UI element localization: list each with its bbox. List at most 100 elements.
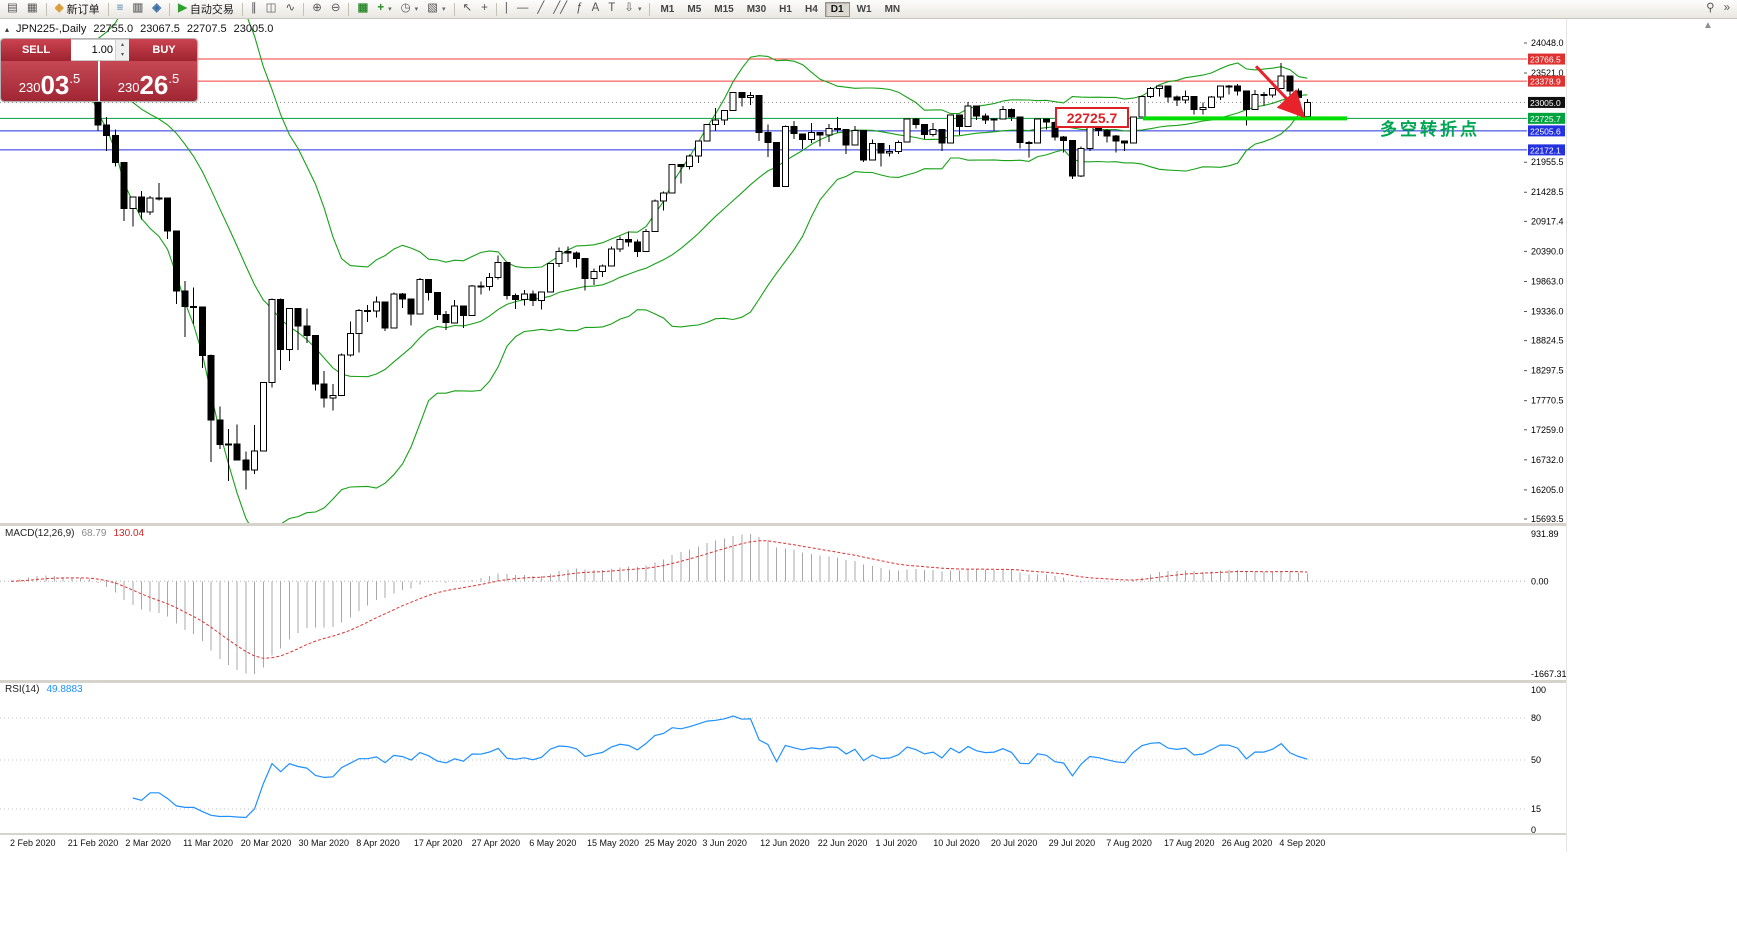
timeframe-d1[interactable]: D1 — [824, 1, 850, 17]
date-label: 2 Mar 2020 — [125, 838, 171, 848]
data-window-button[interactable]: ▥ — [128, 1, 147, 18]
text-button[interactable]: A — [588, 1, 604, 18]
zoom-out-button[interactable]: ⊖ — [327, 1, 345, 18]
timeframe-h1[interactable]: H1 — [773, 2, 798, 17]
zoom-in-button[interactable]: ⊕ — [308, 1, 326, 18]
bear-candle — [120, 162, 128, 210]
bear-candle — [764, 132, 772, 143]
volume-input[interactable] — [71, 40, 115, 60]
trend-arrow — [1254, 65, 1306, 118]
bear-candle — [477, 285, 485, 288]
macd-name: MACD(12,26,9) — [5, 528, 75, 539]
grid-button[interactable]: ▦ — [353, 1, 372, 18]
line-chart-button[interactable]: ∿ — [282, 1, 300, 18]
timeframe-w1[interactable]: W1 — [851, 2, 878, 17]
profiles-button[interactable]: ▦ — [23, 1, 42, 18]
candlestick-button[interactable]: ◫ — [262, 1, 281, 18]
bear-candle — [755, 95, 763, 134]
bear-candle — [407, 298, 415, 315]
periods-button[interactable]: ◷ ▾ — [397, 1, 423, 18]
price-chart-canvas[interactable]: 24048.0 23521.0 21955.5 21428.5 20917.4 20390… — [0, 18, 1566, 852]
vertical-line-button[interactable]: | — [501, 1, 512, 18]
timeframe-m5[interactable]: M5 — [681, 2, 707, 17]
price-tick-label: 16205.0 — [1531, 485, 1564, 495]
timeframe-h4[interactable]: H4 — [799, 2, 824, 17]
sell-price-display[interactable]: 230 03.5 — [1, 61, 98, 101]
bear-candle — [773, 141, 781, 187]
navigator-button[interactable]: ◈ — [148, 1, 165, 18]
crosshair-icon: + — [481, 2, 488, 15]
scroll-up-icon[interactable]: ▲ — [1703, 20, 1713, 31]
price-badge-label: 23005.0 — [1530, 98, 1561, 108]
bull-candle — [642, 230, 650, 252]
bull-candle — [355, 310, 363, 335]
bull-candle — [1086, 126, 1094, 149]
date-label: 6 May 2020 — [529, 838, 576, 848]
bear-candle — [1103, 129, 1111, 137]
crosshair-button[interactable]: + — [477, 1, 492, 18]
channel-button[interactable]: ╱╱ — [549, 1, 571, 18]
bear-candle — [790, 126, 798, 135]
price-tick-label: 20917.4 — [1531, 216, 1564, 226]
timeframe-m1[interactable]: M1 — [654, 2, 680, 17]
bull-candle — [372, 301, 380, 312]
bull-candle — [1129, 116, 1137, 144]
price-tick-label: 24048.0 — [1531, 38, 1564, 48]
top-toolbar: ▤ ▦ ◆ 新订单 ≡ ▥ ◈ ▶ 自动交易 ∥ ◫ ∿ ⊕ ⊖ ▦ + ▾ ◷ ▾ ▧ ▾ ↖ + | — ╱ ╱╱ ƒ A T ⇩ ▾ M1… — [0, 0, 1737, 19]
templates-button[interactable]: ▧ ▾ — [423, 1, 449, 18]
date-label: 25 May 2020 — [645, 838, 697, 848]
bull-candle — [225, 443, 232, 446]
date-label: 22 Jun 2020 — [818, 838, 868, 848]
timeframe-m15[interactable]: M15 — [708, 2, 739, 17]
new-chart-button[interactable]: ▤ — [3, 1, 22, 18]
timeframe-mn[interactable]: MN — [879, 2, 907, 17]
bull-candle — [1034, 118, 1042, 144]
rsi-indicator-label: RSI(14) 49.8883 — [5, 684, 83, 695]
bull-candle — [964, 105, 972, 127]
fibonacci-button[interactable]: ƒ — [572, 1, 586, 18]
bear-candle — [399, 293, 406, 300]
cursor-button[interactable]: ↖ — [459, 1, 477, 18]
autotrading-icon: ▶ — [178, 2, 187, 15]
bear-candle — [633, 241, 641, 252]
bear-candle — [573, 252, 580, 259]
price-tick-label: 18824.5 — [1531, 336, 1564, 346]
market-watch-button[interactable]: ≡ — [113, 1, 128, 18]
volume-decrease-button[interactable]: ▾ — [116, 50, 129, 60]
toolbar-overflow-icon[interactable]: » — [1720, 1, 1734, 18]
trendline-button[interactable]: ╱ — [533, 1, 548, 18]
date-label: 29 Jul 2020 — [1049, 838, 1096, 848]
bar-chart-button[interactable]: ∥ — [247, 1, 261, 18]
navigator-icon: ◈ — [152, 2, 162, 15]
indicators-icon: + — [377, 2, 385, 15]
bull-candle — [1147, 88, 1155, 97]
buy-button[interactable]: BUY — [129, 39, 197, 61]
bull-candle — [1303, 101, 1311, 118]
autotrading-button[interactable]: ▶ 自动交易 — [174, 1, 238, 18]
bear-candle — [1008, 108, 1015, 118]
bull-candle — [929, 129, 937, 136]
indicators-button[interactable]: + ▾ — [373, 1, 395, 18]
buy-price-display[interactable]: 230 26.5 — [100, 61, 197, 101]
label-button[interactable]: T — [604, 1, 619, 18]
bull-candle — [555, 250, 563, 264]
timeframe-m30[interactable]: M30 — [741, 2, 772, 17]
search-icon[interactable]: ⚲ — [1702, 1, 1718, 18]
new-order-button[interactable]: ◆ 新订单 — [51, 1, 104, 18]
vertical-line-icon: | — [504, 2, 508, 15]
bear-candle — [425, 279, 433, 293]
bear-candle — [1225, 85, 1233, 88]
horizontal-line-button[interactable]: — — [513, 1, 533, 18]
bear-candle — [799, 133, 807, 141]
bull-candle — [416, 279, 424, 315]
arrows-button[interactable]: ⇩ ▾ — [620, 1, 645, 18]
sell-button[interactable]: SELL — [1, 39, 71, 61]
sell-price-small: 230 — [18, 80, 41, 95]
bull-candle — [1138, 95, 1146, 118]
bear-candle — [912, 118, 920, 126]
bear-candle — [303, 325, 311, 336]
bear-candle — [164, 197, 172, 232]
volume-increase-button[interactable]: ▴ — [116, 40, 129, 50]
bull-candle — [668, 164, 676, 194]
arrows-icon: ⇩ — [624, 2, 634, 15]
